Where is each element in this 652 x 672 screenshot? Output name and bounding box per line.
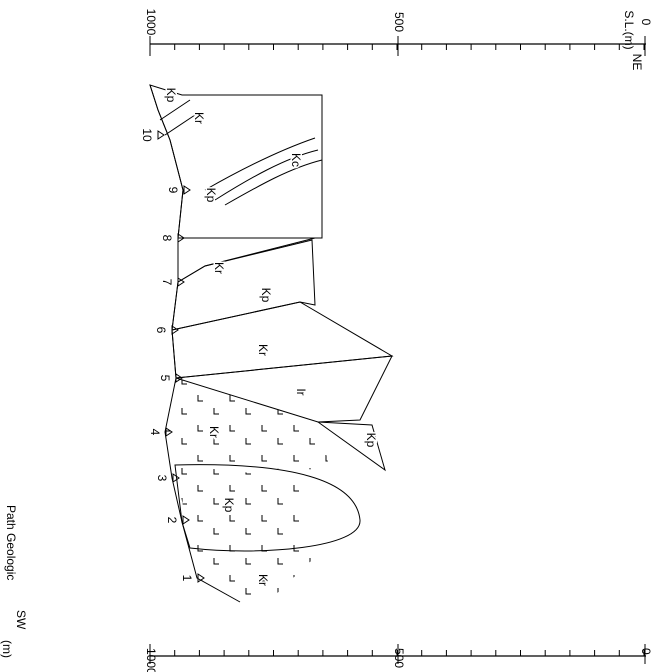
labels: 1000 1000 500 500 0 0 Path Geologic SW(m) NE S.L.…	[0, 9, 652, 672]
right-unit: S.L.(m)	[622, 10, 636, 49]
tick-label: 500	[392, 648, 406, 668]
formation-label: Kr	[192, 112, 206, 124]
station-marker	[158, 131, 164, 139]
formation-label: Kp	[364, 433, 378, 448]
kp-zone	[172, 240, 315, 330]
formation-label: Kr	[212, 262, 226, 274]
station-label: 7	[160, 279, 174, 286]
station-label: 6	[154, 327, 168, 334]
station-label: 3	[155, 475, 169, 482]
right-label: NE	[630, 54, 644, 71]
formation-label: Ir	[294, 388, 308, 395]
formation-label: Kr	[256, 344, 270, 356]
section	[150, 85, 392, 602]
contact	[160, 100, 195, 135]
tick-label: 0	[639, 648, 652, 655]
station-label: 10	[140, 128, 154, 142]
station-label: 8	[160, 235, 174, 242]
tick-label: 500	[392, 12, 406, 32]
formation-label: Kp	[164, 88, 178, 103]
formation-label: Kp	[222, 498, 236, 513]
formation-label: Kc	[289, 153, 303, 167]
kc-contact	[205, 138, 322, 205]
station-label: 9	[166, 187, 180, 194]
station-label: 1	[180, 575, 194, 582]
station-label: 2	[165, 517, 179, 524]
tick-label: 1000	[144, 9, 158, 36]
title: Path Geologic	[4, 505, 18, 580]
kr-zone	[175, 465, 312, 602]
station-label: 4	[148, 429, 162, 436]
left-unit: (m)	[0, 640, 14, 658]
tick-label: 1000	[144, 648, 158, 672]
geologic-section: 1000 1000 500 500 0 0 Path Geologic SW(m) NE S.L.…	[0, 0, 652, 672]
formation-label: Kr	[207, 426, 221, 438]
formation-label: Kp	[259, 288, 273, 303]
left-label: SW	[14, 610, 28, 630]
formation-label: Kr	[256, 574, 270, 586]
kr-zone	[172, 302, 392, 378]
tick-label: 0	[639, 19, 652, 26]
station-label: 5	[158, 375, 172, 382]
station-marker	[184, 186, 190, 194]
formation-label: Kp	[204, 188, 218, 203]
